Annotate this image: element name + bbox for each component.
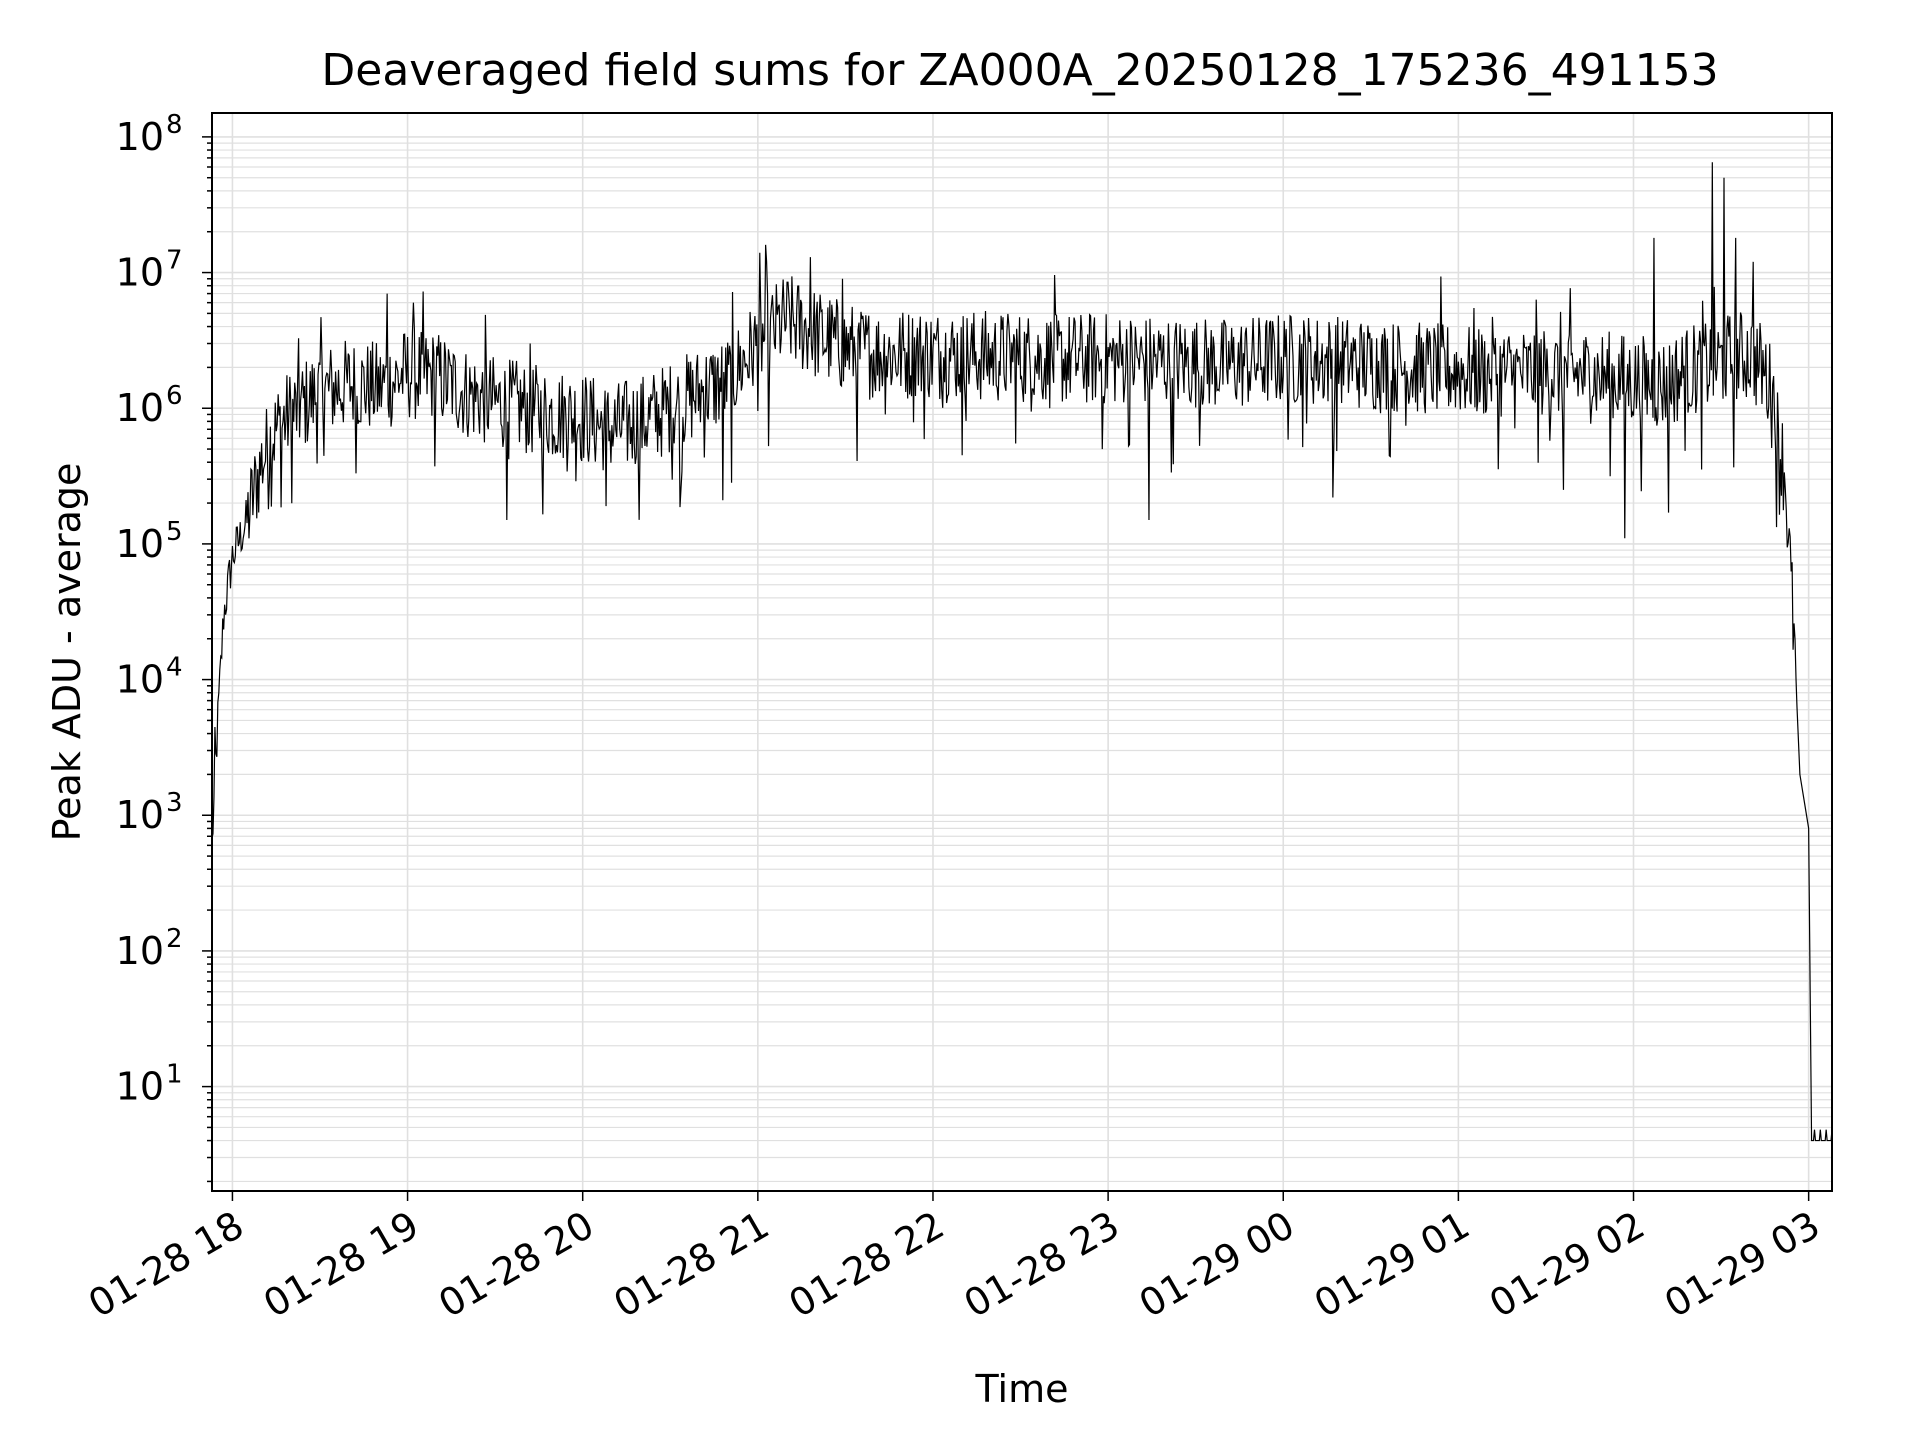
y-tick-label-exponent: 1	[166, 1060, 183, 1090]
y-tick-label: 10	[116, 115, 164, 159]
y-tick-label-exponent: 3	[166, 788, 183, 818]
y-tick-label: 10	[116, 251, 164, 295]
y-tick-label-exponent: 6	[166, 381, 183, 411]
y-axis-label: Peak ADU - average	[45, 463, 89, 842]
y-tick-label: 10	[116, 522, 164, 566]
y-tick-label-exponent: 4	[166, 653, 183, 683]
y-tick-label: 10	[116, 1065, 164, 1109]
series-line	[211, 162, 1833, 1142]
y-tick-label: 10	[116, 386, 164, 430]
y-tick-label-exponent: 8	[166, 110, 183, 140]
y-tick-label-exponent: 2	[166, 924, 183, 954]
series-group	[211, 162, 1833, 1142]
y-tick-label: 10	[116, 793, 164, 837]
y-tick-label-exponent: 5	[166, 517, 183, 547]
chart-title: Deaveraged field sums for ZA000A_2025012…	[321, 45, 1718, 96]
grid	[212, 113, 1832, 1191]
y-tick-label-exponent: 7	[166, 246, 183, 276]
plot-frame	[211, 112, 1833, 1192]
y-tick-label: 10	[116, 658, 164, 702]
y-tick-label: 10	[116, 929, 164, 973]
x-axis-label: Time	[975, 1367, 1069, 1411]
